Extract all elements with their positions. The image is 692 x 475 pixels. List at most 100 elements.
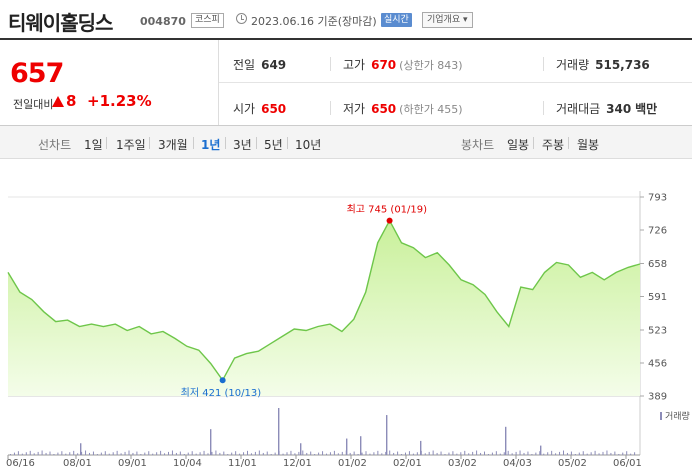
open-cell: 시가 650	[233, 102, 287, 116]
y-tick-label: 389	[648, 392, 667, 403]
volume-bar	[262, 452, 264, 455]
volume-bar	[610, 452, 612, 455]
volume-bar	[472, 451, 474, 455]
tab-5y[interactable]: 5년	[264, 138, 283, 152]
x-tick-label: 11/01	[228, 458, 257, 469]
x-tick-label: 06/01	[613, 458, 642, 469]
volume-bar	[578, 452, 580, 455]
tab-monthly-candle[interactable]: 월봉	[577, 138, 600, 152]
volume-bar	[92, 451, 94, 455]
volume-bar	[333, 450, 335, 455]
volume-bar	[160, 450, 162, 455]
volume-bar	[326, 453, 327, 455]
divider	[193, 137, 194, 149]
amount-cell: 거래대금 340 백만	[556, 102, 658, 116]
volume-spike	[420, 440, 422, 455]
tab-weekly-candle[interactable]: 주봉	[542, 138, 565, 152]
volume-bar	[448, 452, 450, 455]
low-marker	[219, 377, 226, 384]
volume-spike	[300, 443, 302, 455]
volume-spike	[210, 429, 212, 455]
volume-spike	[505, 426, 507, 455]
volume-bar	[314, 454, 316, 455]
volume-bar	[104, 451, 106, 455]
volume-bar	[566, 452, 568, 455]
tab-1y[interactable]: 1년	[201, 138, 221, 152]
volume-spike	[278, 408, 280, 455]
tab-3m[interactable]: 3개월	[158, 138, 188, 152]
x-tick-label: 10/04	[173, 458, 202, 469]
tab-10y[interactable]: 10년	[295, 138, 322, 152]
volume-bar	[96, 454, 98, 455]
volume-bar	[13, 452, 15, 455]
volume-bar	[551, 450, 553, 455]
stock-code: 004870	[140, 15, 186, 28]
volume-bar	[25, 452, 27, 455]
volume-bar	[258, 450, 260, 455]
divider	[330, 57, 331, 71]
candle-chart-label: 봉차트	[461, 138, 495, 152]
company-info-dropdown[interactable]: 기업개요 ▾	[422, 12, 473, 28]
volume-bar	[594, 450, 596, 455]
volume-bar	[361, 452, 363, 455]
tab-1w[interactable]: 1주일	[116, 138, 146, 152]
tab-3y[interactable]: 3년	[233, 138, 252, 152]
volume-bar	[282, 453, 284, 455]
divider	[256, 137, 257, 149]
volume-spike	[80, 443, 82, 455]
volume-bar	[476, 450, 478, 455]
price-box: 657 전일대비 8 +1.23%	[0, 40, 219, 125]
volume-bar	[231, 452, 233, 455]
volume-bar	[120, 453, 122, 455]
high-marker	[386, 217, 393, 224]
volume-bar	[112, 452, 114, 455]
divider	[106, 137, 107, 149]
volume-bar	[606, 450, 608, 455]
volume-bar	[456, 453, 458, 455]
volume-bar	[543, 453, 545, 455]
reference-date: 2023.06.16 기준(장마감)	[251, 15, 377, 28]
volume-bar	[239, 453, 241, 455]
volume-bar	[491, 452, 493, 455]
volume-bar	[503, 452, 505, 455]
clock-icon	[236, 13, 247, 24]
volume-bar	[156, 452, 158, 455]
volume-bar	[89, 452, 90, 455]
volume-bar	[523, 452, 525, 455]
x-tick-label: 09/01	[118, 458, 147, 469]
volume-spike	[360, 436, 362, 455]
volume-bar	[369, 453, 371, 455]
volume-bar	[250, 453, 252, 455]
volume-bar	[53, 454, 55, 455]
volume-bar	[124, 451, 126, 455]
volume-bar	[401, 454, 403, 455]
volume-bar	[507, 450, 509, 455]
realtime-button[interactable]: 실시간	[381, 13, 412, 27]
volume-bar	[191, 451, 193, 455]
volume-bar	[487, 454, 489, 455]
x-tick-label: 02/01	[393, 458, 422, 469]
volume-bar	[207, 453, 209, 455]
market-badge: 코스피	[191, 13, 224, 28]
tab-1d[interactable]: 1일	[84, 138, 103, 152]
volume-bar	[45, 452, 47, 455]
volume-bar	[397, 451, 399, 455]
high-cell: 고가 670 (상한가 843)	[343, 58, 463, 72]
volume-bar	[266, 451, 268, 455]
volume-bar	[626, 451, 628, 455]
volume-bar	[203, 450, 205, 455]
volume-spike	[386, 415, 388, 455]
volume-bar	[598, 453, 600, 455]
volume-cell: 거래량 515,736	[556, 58, 650, 72]
volume-bar	[385, 451, 387, 455]
volume-bar	[618, 454, 620, 455]
tab-daily-candle[interactable]: 일봉	[507, 138, 530, 152]
divider	[330, 101, 331, 115]
volume-bar	[329, 452, 331, 455]
volume-bar	[318, 452, 320, 455]
volume-bar	[21, 453, 23, 455]
volume-bar	[235, 451, 237, 455]
volume-bar	[377, 450, 379, 455]
volume-spike	[346, 438, 348, 455]
